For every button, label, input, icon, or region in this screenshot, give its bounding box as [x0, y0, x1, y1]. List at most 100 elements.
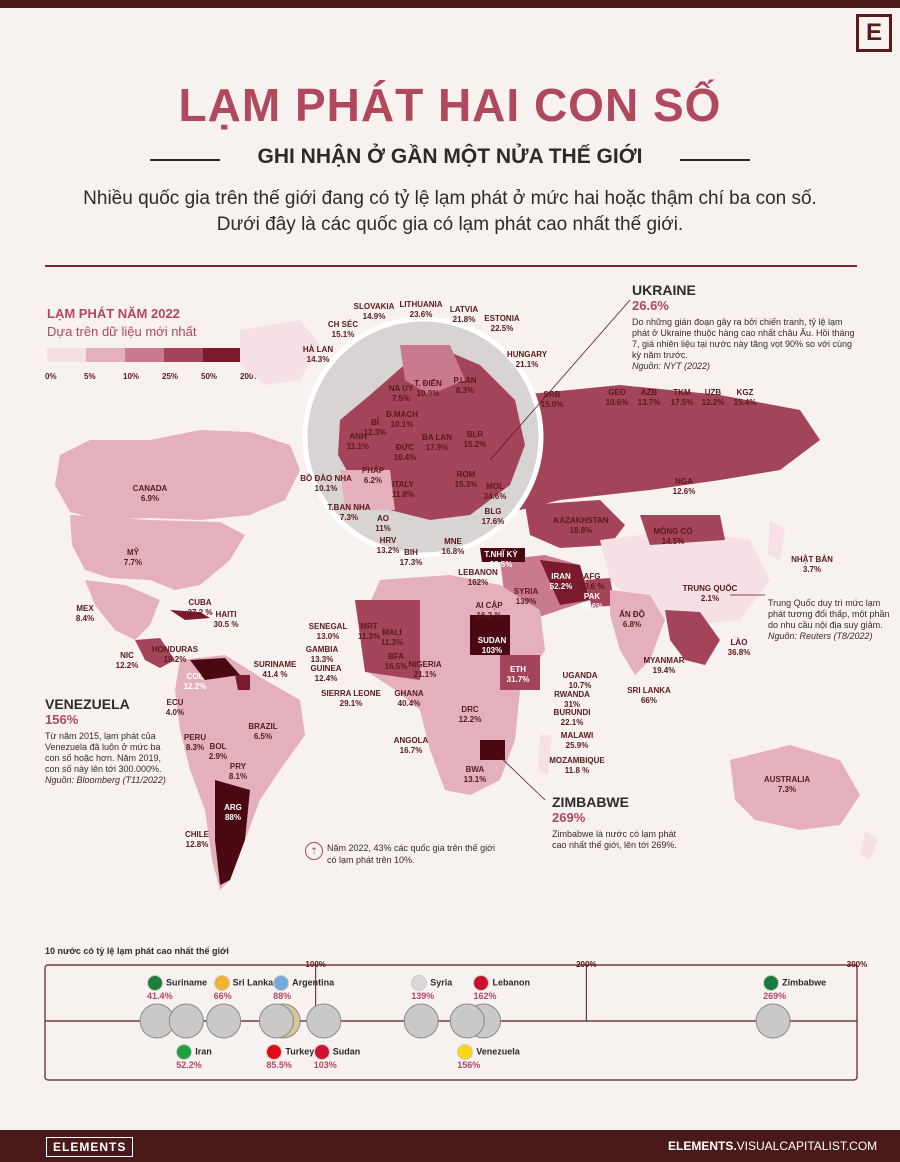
map-label-73: NIGERIA 21.1% [408, 660, 441, 680]
country-value: 15.1% [331, 330, 355, 339]
top10-scale [44, 964, 858, 1081]
country-value: 12.3% [363, 428, 387, 437]
zimbabwe-shape [480, 740, 505, 760]
country-name: MOL [486, 482, 504, 491]
country-name: HÀ LAN [302, 345, 334, 354]
map-label-70: MRT 11.3% [358, 622, 380, 642]
mexico-shape [85, 580, 160, 640]
map-label-66: SENEGAL 13.0% [309, 622, 348, 642]
footer-bar [0, 1130, 900, 1162]
note-text: Năm 2022, 43% các quốc gia trên thế giới… [327, 843, 495, 865]
country-name: AZB [640, 388, 658, 397]
map-label-23: NA UY 7.5% [389, 384, 414, 404]
country-name: HRV [379, 536, 397, 545]
country-value: 10.1% [390, 420, 414, 429]
country-value: 17.3% [399, 558, 423, 567]
country-name: BOL [209, 742, 227, 751]
country-name: SURINAME [253, 660, 297, 669]
country-value: 23.6% [409, 310, 433, 319]
country-value: 12.4% [314, 674, 338, 683]
usa-shape [70, 515, 245, 590]
map-label-83: MOZAMBIQUE 11.8 % [549, 756, 605, 776]
kazakhstan-shape [525, 500, 625, 548]
country-value: 15.0% [540, 400, 564, 409]
country-value: 8.3% [455, 386, 475, 395]
map-label-51: MÔNG CỔ 14.5% [653, 527, 692, 547]
country-name: IRAN [551, 572, 571, 581]
map-label-35: BỒ ĐÀO NHA 10.1% [300, 474, 352, 494]
country-name: MOZAMBIQUE [549, 756, 605, 765]
map-label-40: AO 11% [375, 514, 391, 534]
map-label-75: SUDAN 103% [478, 636, 506, 656]
legend-swatch-0 [47, 348, 86, 362]
map-label-82: ANGOLA 16.7% [394, 736, 429, 756]
country-value: 10.9% [416, 389, 440, 398]
legend-labels: 0% 5% 10% 25% 50% 200%+ [45, 372, 287, 384]
country-value: 13.0% [316, 632, 340, 641]
legend-break-3: 25% [162, 372, 179, 381]
flag-icon [147, 975, 164, 991]
country-value: 162% [467, 578, 489, 587]
rank-value: 66% [213, 991, 232, 1001]
map-label-6: NIC 12.2% [116, 651, 139, 671]
map-label-13: BRAZIL 6.5% [248, 722, 277, 742]
legend-swatch-1 [86, 348, 125, 362]
map-label-10: PERU 8.3% [184, 733, 206, 753]
map-label-67: GAMBIA 13.3% [306, 645, 338, 665]
rank-value: 156% [457, 1060, 481, 1070]
country-name: LÀO [730, 638, 748, 647]
country-value: 88.5% [489, 560, 513, 569]
map-label-14: ARG 88% [224, 803, 242, 823]
venezuela-source: Nguồn: Bloomberg (T11/2022) [45, 775, 166, 785]
legend-break-2: 10% [123, 372, 140, 381]
country-name: T. ĐIỂN [414, 379, 442, 388]
coin-sri-lanka [206, 1003, 242, 1039]
country-name: SIERRA LEONE [321, 689, 381, 698]
country-name: T.NHĨ KỲ [484, 550, 518, 559]
coin-iran [168, 1003, 204, 1039]
rank-name: Argentina [292, 977, 335, 988]
page-subtitle: GHI NHẬN Ở GẦN MỘT NỬA THẾ GIỚI [220, 145, 680, 169]
rank-value: 162% [473, 991, 497, 1001]
ukraine-text: Do những gián đoạn gây ra bởi chiến tran… [632, 317, 855, 360]
rank-name: Turkey [285, 1046, 315, 1057]
country-value: 11.8% [391, 490, 415, 499]
country-name: NIC [120, 651, 134, 660]
country-value: 7.5% [391, 394, 411, 403]
country-value: 10.7% [568, 681, 592, 690]
west-africa-shape [355, 600, 420, 680]
map-label-42: MNE 16.8% [442, 537, 465, 557]
country-name: ANGOLA [393, 736, 429, 745]
map-label-45: AZB 13.7% [638, 388, 661, 408]
country-name: LEBANON [458, 568, 498, 577]
map-label-44: GEO 10.6% [606, 388, 629, 408]
country-value: 10.4% [393, 453, 417, 462]
map-label-48: KGZ 15.4% [734, 388, 757, 408]
country-value: 103% [481, 646, 503, 655]
country-name: NA UY [388, 384, 414, 393]
country-name: TRUNG QUỐC [682, 584, 738, 593]
country-name: NIGERIA [408, 660, 442, 669]
map-label-72: BFA 16.5% [385, 652, 408, 672]
country-name: T.BAN NHA [327, 503, 371, 512]
iberia-shape [340, 470, 395, 510]
country-value: 17.5% [670, 398, 694, 407]
country-value: 8.1% [228, 772, 248, 781]
rank-value: 85.5% [266, 1060, 292, 1070]
chart-icon: ⇡ [305, 842, 323, 860]
country-name: MÔNG CỔ [653, 527, 693, 536]
intro-line-1: Nhiều quốc gia trên thế giới đang có tỷ … [83, 188, 817, 209]
new-zealand-shape [860, 830, 878, 860]
country-value: 16.5% [384, 662, 408, 671]
map-label-63: SRI LANKA 66% [627, 686, 671, 706]
note-43-percent: ⇡ Năm 2022, 43% các quốc gia trên thế gi… [305, 842, 495, 866]
country-value: 30.5 % [213, 620, 239, 629]
country-value: 21.1% [413, 670, 437, 679]
country-value: 10.6% [605, 398, 629, 407]
japan-shape [768, 520, 785, 560]
country-name: ANH [349, 432, 367, 441]
china-text: Trung Quốc duy trì mức lạm phát tương đố… [768, 598, 890, 630]
country-name: CANADA [132, 484, 168, 493]
rank-name: Syria [430, 977, 453, 988]
country-name: RWANDA [554, 690, 590, 699]
